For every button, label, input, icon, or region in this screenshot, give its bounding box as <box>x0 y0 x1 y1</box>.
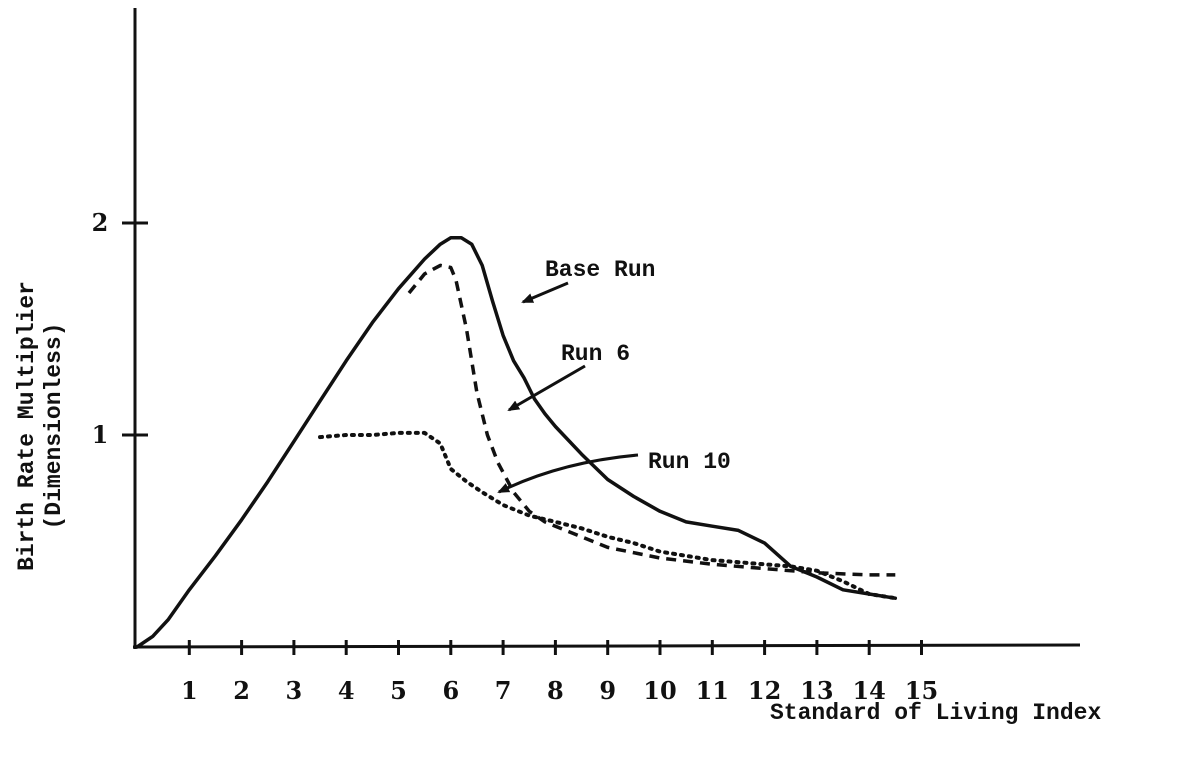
x-tick-label: 7 <box>495 676 512 705</box>
x-ticks: 1 2 3 4 5 6 7 8 9 10 11 12 13 14 15 <box>181 640 938 705</box>
y-axis-title-line-2: (Dimensionless) <box>41 322 67 529</box>
x-tick-label: 12 <box>748 676 781 705</box>
series-layer <box>135 236 898 649</box>
y-tick-label: 2 <box>92 208 109 237</box>
x-tick-label: 3 <box>286 676 303 705</box>
x-tick-label: 6 <box>442 676 459 705</box>
x-tick-label: 1 <box>181 676 198 705</box>
x-tick-label: 8 <box>547 676 564 705</box>
arrow-run-6 <box>507 364 586 412</box>
series-label-run-6: Run 6 <box>561 341 630 367</box>
series-line-base-run <box>135 236 898 649</box>
x-tick-label: 11 <box>696 676 729 705</box>
series-line-run-10 <box>318 430 898 601</box>
x-tick-label: 13 <box>800 676 833 705</box>
arrow-base-run <box>521 281 569 304</box>
x-tick-label: 2 <box>233 676 250 705</box>
annotation-layer: Base Run Run 6 Run 10 <box>497 257 731 494</box>
y-tick-label: 1 <box>92 420 109 449</box>
x-tick-label: 15 <box>905 676 938 705</box>
series-line-run-6 <box>407 263 896 577</box>
y-axis-title: Birth Rate Multiplier (Dimensionless) <box>14 281 67 571</box>
series-label-run-10: Run 10 <box>648 449 731 475</box>
y-axis-title-line-1: Birth Rate Multiplier <box>14 281 40 571</box>
y-ticks: 12 <box>92 208 148 449</box>
x-axis-title: Standard of Living Index <box>770 700 1101 726</box>
x-tick-label: 4 <box>338 676 355 705</box>
series-label-base-run: Base Run <box>545 257 655 283</box>
x-tick-label: 5 <box>390 676 407 705</box>
arrow-run-10 <box>497 453 639 494</box>
x-tick-label: 10 <box>643 676 676 705</box>
x-tick-label: 14 <box>852 676 885 705</box>
x-tick-label: 9 <box>599 676 616 705</box>
